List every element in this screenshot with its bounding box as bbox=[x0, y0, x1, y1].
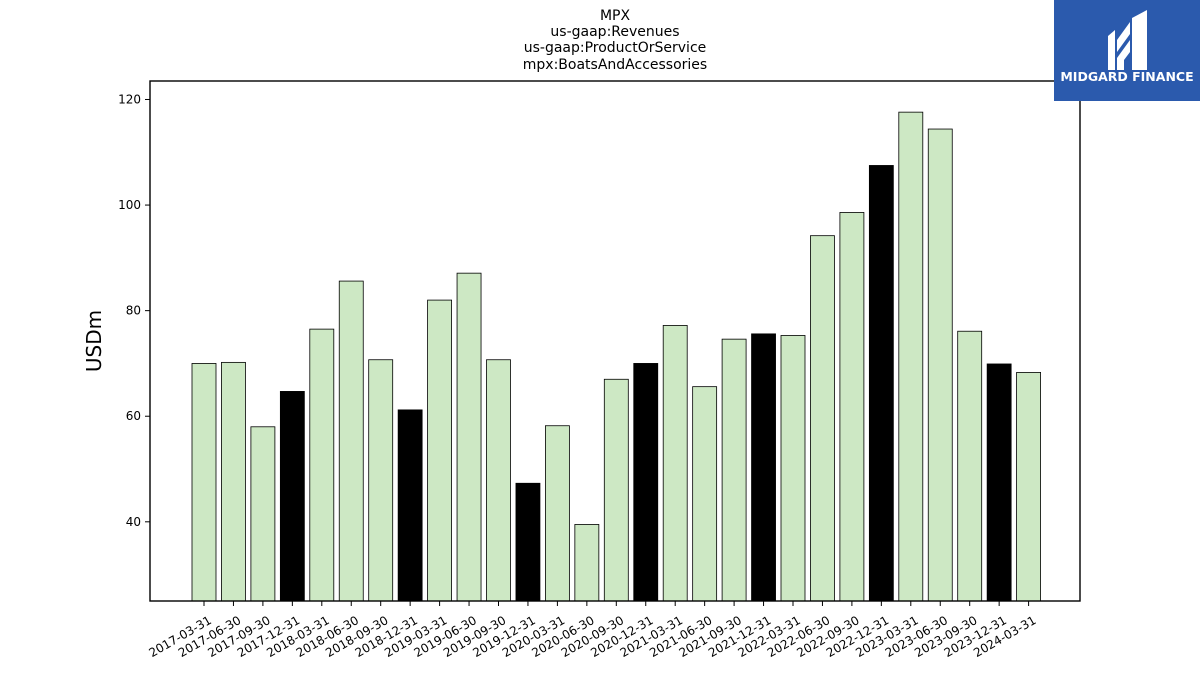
title-line-1: MPX bbox=[600, 8, 631, 24]
bar-2022-12-31 bbox=[868, 165, 894, 602]
bar-2018-06-30 bbox=[338, 280, 364, 602]
bar-2018-03-31 bbox=[309, 328, 335, 602]
bar-2023-12-31 bbox=[986, 363, 1012, 602]
y-tick-label: 40 bbox=[126, 515, 141, 529]
chart-title: MPX us-gaap:Revenues us-gaap:ProductOrSe… bbox=[523, 8, 707, 73]
bar-2019-03-31 bbox=[427, 299, 453, 602]
bar-2017-03-31 bbox=[191, 363, 217, 602]
bar-2020-12-31 bbox=[633, 363, 659, 602]
bar-2024-03-31 bbox=[1016, 372, 1041, 602]
title-line-4: mpx:BoatsAndAccessories bbox=[523, 57, 707, 73]
midgard-finance-logo: MIDGARD FINANCE bbox=[1054, 0, 1200, 101]
bars-group bbox=[191, 111, 1041, 602]
bar-2020-06-30 bbox=[574, 524, 600, 602]
plot-frame bbox=[149, 80, 1081, 602]
logo-text: MIDGARD FINANCE bbox=[1060, 69, 1193, 84]
y-tick-label: 100 bbox=[118, 198, 141, 212]
y-tick-label: 120 bbox=[118, 92, 141, 106]
title-line-3: us-gaap:ProductOrService bbox=[524, 40, 707, 56]
bar-2019-06-30 bbox=[456, 272, 482, 602]
bar-2021-06-30 bbox=[692, 386, 718, 602]
bar-2022-09-30 bbox=[839, 212, 865, 602]
y-axis-label: USDm bbox=[82, 310, 106, 372]
bar-2023-09-30 bbox=[957, 330, 983, 602]
y-tick-label: 80 bbox=[126, 304, 141, 318]
bar-2023-06-30 bbox=[927, 128, 953, 602]
logo-mark-icon bbox=[1108, 10, 1147, 70]
bar-2017-12-31 bbox=[279, 391, 305, 602]
bar-2023-03-31 bbox=[898, 111, 924, 602]
bar-2017-09-30 bbox=[250, 426, 276, 602]
bar-2017-06-30 bbox=[221, 361, 246, 602]
y-axis-ticks: 40 60 80 100 120 bbox=[118, 92, 150, 529]
bar-2022-06-30 bbox=[810, 235, 835, 602]
bar-2018-12-31 bbox=[397, 409, 423, 602]
bar-2020-09-30 bbox=[603, 378, 629, 602]
bar-2019-09-30 bbox=[486, 359, 511, 602]
bar-2018-09-30 bbox=[368, 359, 394, 602]
bar-2021-09-30 bbox=[721, 338, 747, 602]
bar-2020-03-31 bbox=[545, 425, 570, 602]
bar-2021-03-31 bbox=[662, 325, 688, 602]
y-tick-label: 60 bbox=[126, 409, 141, 423]
bar-2022-03-31 bbox=[780, 335, 806, 602]
x-axis-ticks: 2017-03-312017-06-302017-09-302017-12-31… bbox=[146, 601, 1038, 660]
bar-2021-12-31 bbox=[751, 333, 776, 602]
bar-2019-12-31 bbox=[515, 482, 541, 602]
title-line-2: us-gaap:Revenues bbox=[550, 24, 679, 40]
